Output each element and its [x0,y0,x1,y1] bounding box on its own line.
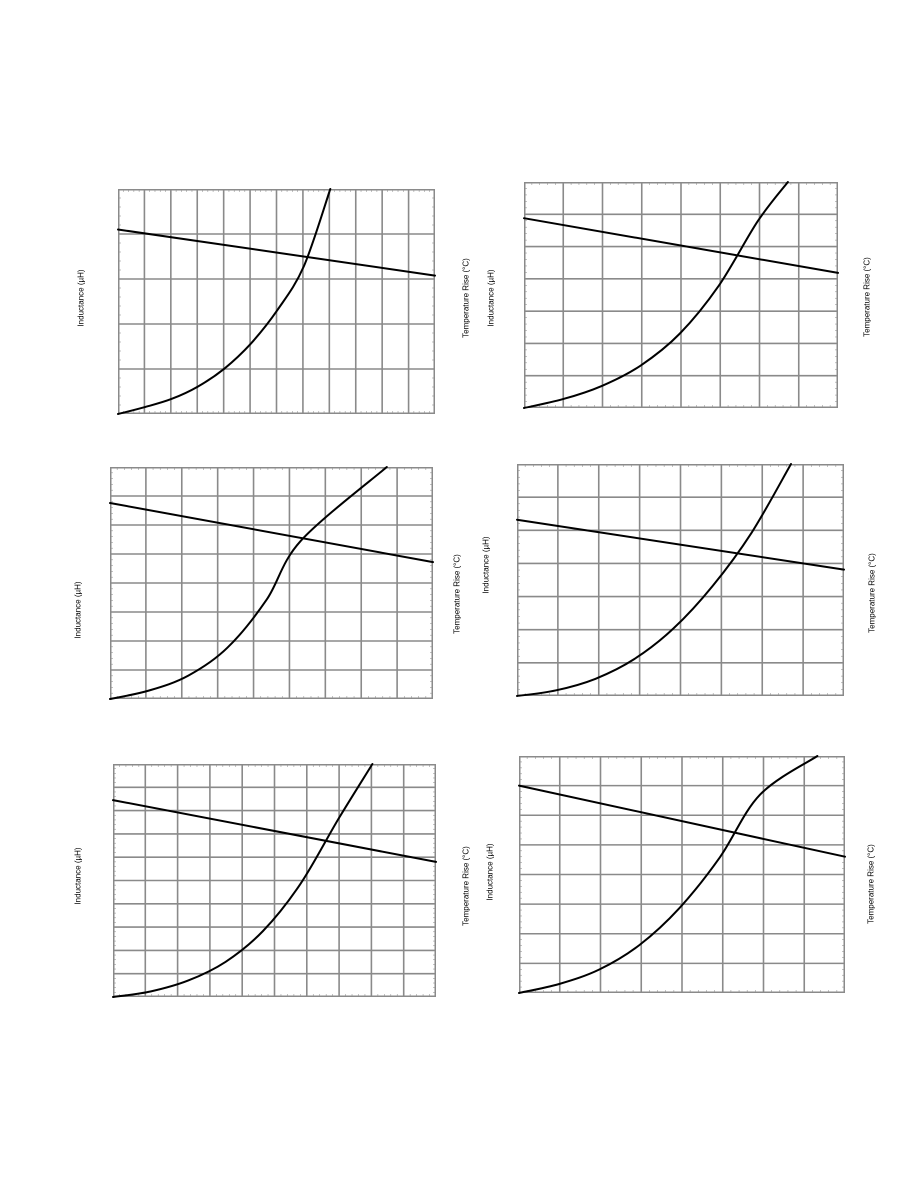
temperature-rise-curve [109,466,388,700]
inductance-curve [109,502,434,564]
inductance-curve [523,217,839,274]
chart-6 [518,755,846,994]
inductance-curve [516,518,845,571]
inductance-axis-label: Inductance (µH) [73,581,83,639]
inductance-curve [518,784,846,858]
temperature-axis-label: Temperature Rise (°C) [461,846,471,926]
temperature-rise-curve [523,181,789,409]
temperature-axis-label: Temperature Rise (°C) [461,258,471,338]
inductance-axis-label: Inductance (µH) [76,269,86,327]
temperature-rise-curve [117,188,332,415]
plot-border [524,182,838,408]
chart-2 [109,466,434,700]
temperature-axis-label: Temperature Rise (°C) [866,844,876,924]
temperature-axis-label: Temperature Rise (°C) [862,257,872,337]
plot-border [517,464,844,696]
temperature-rise-curve [518,755,819,994]
plot-border [113,764,436,997]
temperature-axis-label: Temperature Rise (°C) [452,554,462,634]
inductance-axis-label: Inductance (µH) [73,847,83,905]
inductance-curve [117,228,436,277]
temperature-axis-label: Temperature Rise (°C) [867,553,877,633]
plot-border [110,467,433,699]
inductance-curve [112,799,437,863]
plot-border [118,189,435,414]
inductance-axis-label: Inductance (µH) [481,536,491,594]
plot-border [519,756,845,993]
chart-1 [117,188,436,415]
chart-4 [523,181,839,409]
temperature-rise-curve [112,763,374,998]
inductance-axis-label: Inductance (µH) [485,843,495,901]
temperature-rise-curve [516,463,792,697]
chart-3 [112,763,437,998]
inductance-axis-label: Inductance (µH) [486,269,496,327]
chart-5 [516,463,845,697]
